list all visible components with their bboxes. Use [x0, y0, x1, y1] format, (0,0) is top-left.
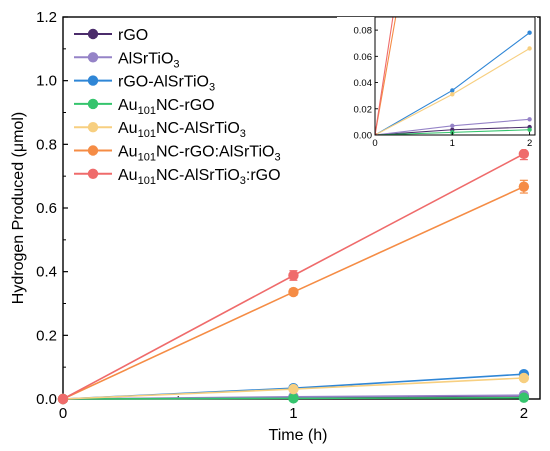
inset-x-tick-label: 1 — [450, 138, 455, 149]
y-axis-ticks: 0.0 0.2 0.4 0.6 0.8 1.0 1.2 — [36, 9, 68, 408]
data-point — [518, 148, 530, 160]
legend-marker — [87, 168, 99, 179]
legend-marker — [87, 145, 99, 156]
legend-entry: Au101NC-rGO — [74, 97, 215, 117]
data-point — [288, 383, 299, 395]
inset-data-point — [450, 92, 455, 97]
data-point — [288, 393, 299, 404]
inset-chart: 0.00 0.02 0.04 0.06 0.08 0 1 2 — [337, 16, 537, 149]
legend-marker — [87, 75, 99, 86]
y-tick-label: 1.0 — [36, 73, 57, 90]
legend-marker — [87, 52, 99, 63]
y-tick-label: 0.8 — [36, 136, 57, 153]
legend-label: rGO — [118, 27, 148, 44]
x-axis-label: Time (h) — [269, 427, 328, 444]
inset-border — [374, 16, 536, 136]
inset-series-AlSrTiO3 — [375, 117, 532, 135]
inset-y-tick-label: 0.00 — [354, 131, 373, 142]
inset-data-point — [450, 123, 455, 129]
legend-label: Au101NC-rGO:AlSrTiO3 — [118, 144, 281, 164]
legend-entry: AlSrTiO3 — [74, 50, 180, 70]
y-tick-label: 0.2 — [36, 327, 57, 344]
inset-background — [337, 17, 537, 149]
inset-y-tick-label: 0.06 — [354, 52, 373, 63]
inset-data-point — [450, 88, 455, 93]
y-tick-label: 0.6 — [36, 200, 57, 217]
legend-entry: Au101NC-AlSrTiO3:rGO — [74, 167, 281, 187]
y-tick-label: 1.2 — [36, 9, 57, 26]
data-point — [518, 372, 530, 384]
x-tick-label: 2 — [520, 405, 528, 422]
inset-y-tick-label: 0.04 — [354, 78, 373, 89]
series-Au101NC-rGO:AlSrTiO3 — [57, 179, 530, 405]
legend-entry: rGO-AlSrTiO3 — [74, 74, 215, 94]
inset-data-point — [527, 117, 532, 122]
inset-series-Au101NC-AlSrTiO3:rGO — [375, 17, 394, 135]
data-point — [288, 286, 299, 298]
inset-data-point — [527, 127, 532, 132]
inset-x-tick-label: 0 — [372, 138, 377, 149]
x-tick-label: 0 — [59, 405, 67, 422]
legend-entry: rGO — [74, 27, 148, 44]
legend-marker — [87, 122, 99, 133]
y-tick-label: 0.4 — [36, 264, 57, 281]
legend-label: Au101NC-AlSrTiO3:rGO — [118, 167, 281, 187]
legend-marker — [87, 28, 99, 40]
legend-entry: Au101NC-AlSrTiO3 — [74, 120, 246, 140]
legend-label: Au101NC-rGO — [118, 97, 215, 117]
legend-label: AlSrTiO3 — [118, 50, 180, 70]
inset-data-point — [527, 46, 532, 51]
series-layer — [57, 147, 530, 405]
legend-label: Au101NC-AlSrTiO3 — [118, 120, 246, 140]
legend: rGO AlSrTiO3 rGO-AlSrTiO3 Au101NC-rGO Au101N… — [74, 27, 281, 187]
inset-y-tick-label: 0.02 — [354, 104, 373, 115]
data-point — [57, 393, 69, 405]
x-tick-label: 1 — [289, 405, 297, 422]
data-point — [288, 270, 299, 281]
data-point — [518, 392, 530, 403]
inset-y-tick-label: 0.08 — [354, 26, 373, 37]
legend-label: rGO-AlSrTiO3 — [118, 74, 215, 94]
inset-data-point — [527, 30, 532, 35]
inset-x-tick-label: 2 — [527, 138, 532, 149]
inset-data-point — [375, 132, 378, 135]
y-axis-label: Hydrogen Produced (μmol) — [10, 112, 27, 304]
data-point — [518, 181, 530, 192]
inset-series-layer — [375, 17, 532, 135]
series-Au101NC-AlSrTiO3:rGO — [57, 147, 530, 405]
legend-entry: Au101NC-rGO:AlSrTiO3 — [74, 144, 281, 164]
y-tick-label: 0.0 — [36, 391, 57, 408]
legend-marker — [87, 98, 99, 110]
inset-series-rGO-AlSrTiO3 — [375, 30, 532, 135]
